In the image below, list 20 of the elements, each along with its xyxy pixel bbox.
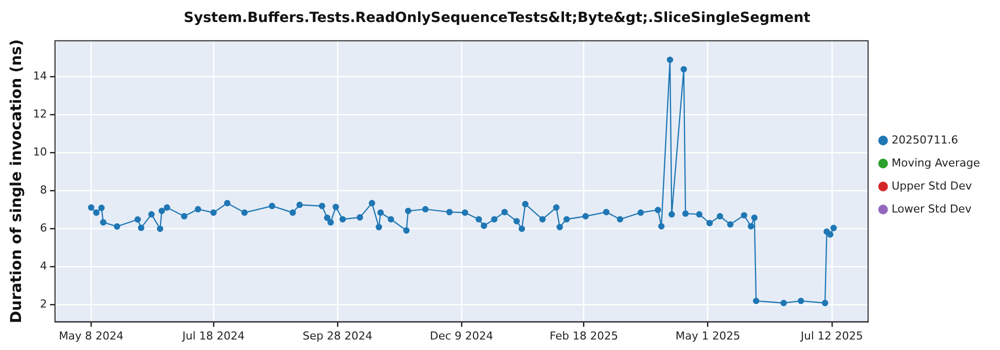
x-tick-label: May 1 2025 [676,329,740,342]
x-tick-label: Dec 9 2024 [430,329,494,342]
x-tick-label: May 8 2024 [58,329,124,342]
x-tick-label: Jul 18 2024 [181,329,245,342]
y-tick-label: 4 [40,260,47,273]
x-tick-label: Sep 28 2024 [302,329,372,342]
x-tick-label: Feb 18 2025 [550,329,618,342]
legend-label: Moving Average [892,156,980,170]
y-tick-label: 2 [40,298,47,311]
y-tick-label: 8 [40,184,47,197]
y-tick-label: 6 [40,222,47,235]
legend-label: 20250711.6 [892,133,958,146]
y-tick-label: 12 [32,108,47,121]
y-axis-title: Duration of single invocation (ns) [6,39,25,324]
legend-label: Lower Std Dev [892,202,972,216]
y-tick-label: 10 [32,146,47,159]
y-tick-label: 14 [32,70,47,83]
chart-title: System.Buffers.Tests.ReadOnlySequenceTests&lt;Byte&gt;.SliceSingleSegment [184,10,811,26]
x-tick-label: Jul 12 2025 [800,329,864,342]
legend-label: Upper Std Dev [892,179,972,192]
